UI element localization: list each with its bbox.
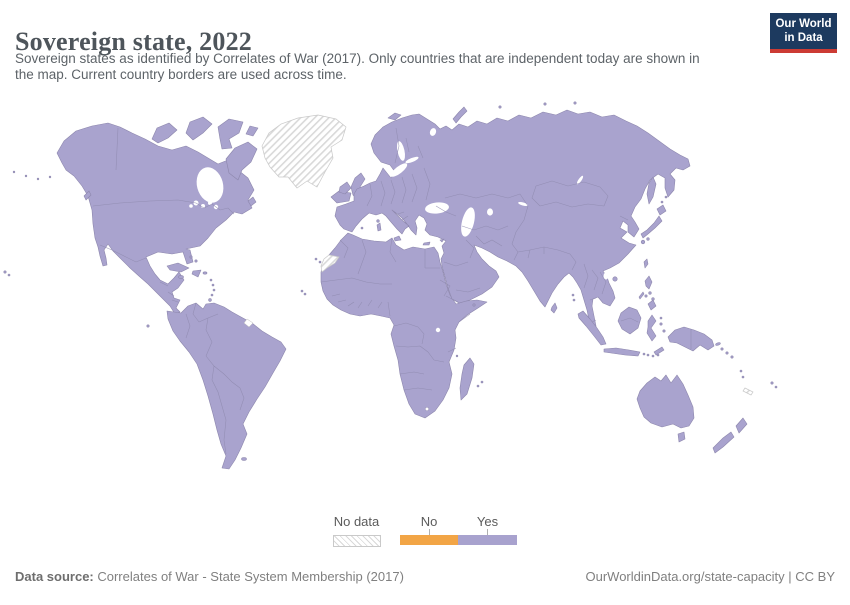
owid-logo-line1: Our World — [775, 17, 832, 30]
owid-logo-line2: in Data — [784, 32, 823, 44]
countries-no-data[interactable] — [261, 114, 754, 396]
legend-label-no: No — [420, 514, 438, 529]
page-subtitle: Sovereign states as identified by Correl… — [15, 51, 700, 83]
countries-yes[interactable] — [3, 101, 778, 470]
legend-swatch-no[interactable] — [400, 535, 458, 545]
legend-tick — [487, 529, 488, 535]
legend-swatch-yes[interactable] — [458, 535, 517, 545]
page-title: Sovereign state, 2022 — [15, 27, 252, 57]
french-guiana-no-data — [243, 318, 254, 328]
legend-label-yes: Yes — [476, 514, 499, 529]
legend-tick — [429, 529, 430, 535]
data-source-label: Data source: — [15, 569, 94, 584]
data-source-text: Data source: Correlates of War - State S… — [15, 569, 404, 584]
legend-swatch-no-data[interactable] — [333, 535, 381, 547]
footer: Data source: Correlates of War - State S… — [0, 569, 850, 584]
owid-logo: Our World in Data — [770, 13, 837, 53]
legend-label-no-data: No data — [333, 514, 380, 529]
lesotho-enclave — [424, 406, 430, 412]
country-borders — [92, 127, 692, 455]
credit-text: OurWorldinData.org/state-capacity | CC B… — [585, 569, 835, 584]
